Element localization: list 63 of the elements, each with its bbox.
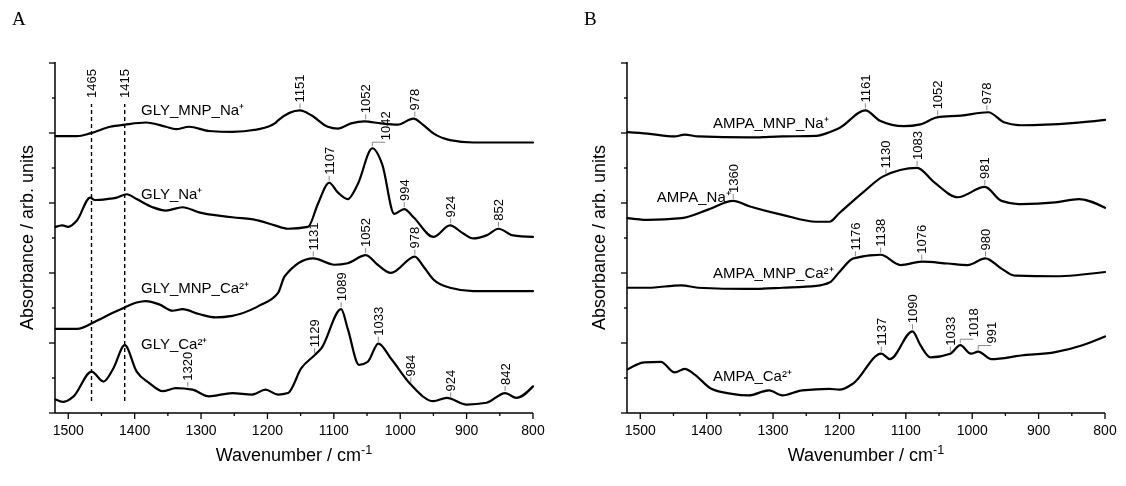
annotation: 852 [490,199,506,221]
x-tick-label: 1100 [890,422,922,438]
annotation: 924 [443,369,459,392]
series-label: AMPA_MNP_Na⁺ [713,113,829,131]
x-tick-label: 1100 [318,422,350,438]
annotation: 1161 [857,74,873,103]
y-axis-title: Absorbance / arb. units [589,144,609,331]
x-tick-label: 800 [1093,422,1117,438]
chart-title: A [12,8,26,29]
series-label: GLY_MNP_Ca²⁺ [141,279,250,297]
annotation: 978 [407,88,423,111]
x-tick-label: 1500 [624,422,657,438]
annotation: 1137 [873,317,889,346]
ref-line-label: 1465 [84,69,100,98]
x-axis-title: Wavenumber / cm$^{-1}$ [787,443,945,465]
annotation: 1083 [909,130,925,160]
annotation: 1107 [321,146,337,175]
annotation: 842 [497,363,513,386]
x-tick-label: 800 [521,422,545,438]
annotation: 991 [983,321,999,344]
x-tick-label: 1000 [384,422,416,438]
annotation: 1138 [873,218,889,247]
x-tick-label: 1200 [251,422,284,438]
x-tick-label: 1300 [757,422,789,438]
series-label: AMPA_MNP_Ca²⁺ [713,263,834,281]
x-tick-label: 1000 [956,422,988,438]
x-tick-label: 900 [1026,422,1051,438]
annotation: 1151 [292,74,308,103]
annotation: 1033 [370,306,386,336]
annotation: 1033 [942,316,958,346]
series-label: AMPA_Ca²⁺ [713,366,792,384]
annotation: 978 [979,82,995,105]
annotation: 981 [977,157,993,179]
annotation: 1129 [307,319,323,348]
annotation: 994 [396,179,412,202]
chart-title: B [584,8,597,29]
annotation: 1089 [333,272,349,302]
annotation: 1052 [930,80,946,110]
x-tick-label: 1400 [119,422,151,438]
x-tick-label: 1300 [185,422,217,438]
x-tick-label: 900 [454,422,479,438]
annotation: 924 [443,195,459,218]
annotation: 1076 [914,224,930,254]
annotation: 1052 [358,218,374,248]
annotation: 1131 [305,222,321,251]
x-axis-title: Wavenumber / cm$^{-1}$ [215,443,373,465]
annotation: 978 [407,226,423,249]
series-label: GLY_Ca²⁺ [141,334,208,352]
annotation: 1090 [904,294,920,324]
x-tick-label: 1400 [691,422,723,438]
annotation: 1052 [358,84,374,114]
ref-line-label: 1415 [117,69,133,98]
x-tick-label: 1200 [823,422,856,438]
annotation: 1176 [847,222,863,251]
annotation: 980 [978,228,993,251]
annotation: 1130 [878,140,894,169]
x-tick-label: 1500 [52,422,85,438]
y-axis-title: Absorbance / arb. units [17,144,37,331]
series-label: GLY_MNP_Na⁺ [141,100,245,118]
annotation: 984 [403,354,419,377]
annotation: 1018 [965,308,981,338]
series-label: GLY_Na⁺ [141,185,203,203]
annotation: 1320 [180,351,196,381]
